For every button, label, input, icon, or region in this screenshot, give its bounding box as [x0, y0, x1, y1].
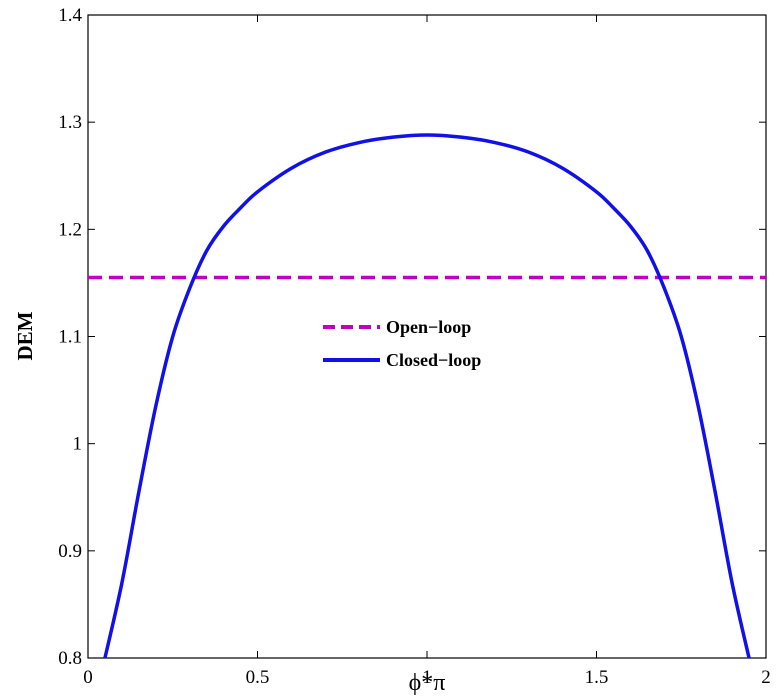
y-tick-label: 1 — [73, 434, 83, 455]
legend: Open−loop Closed−loop — [323, 317, 481, 370]
x-tick-label: 1 — [422, 667, 432, 688]
legend-label-closed-loop: Closed−loop — [386, 350, 481, 370]
y-tick-label: 1.3 — [58, 112, 82, 133]
y-tick-label: 1.2 — [58, 219, 82, 240]
legend-label-open-loop: Open−loop — [386, 317, 471, 337]
x-tick-label: 0 — [83, 667, 93, 688]
y-tick-label: 1.4 — [58, 5, 82, 26]
y-tick-label: 0.9 — [58, 541, 82, 562]
x-tick-label: 0.5 — [246, 667, 270, 688]
y-tick-label: 0.8 — [58, 648, 82, 669]
y-tick-label: 1.1 — [58, 327, 82, 348]
series-group — [88, 133, 766, 659]
plot-frame — [87, 14, 767, 659]
x-axis-label: ϕ*π — [409, 670, 446, 696]
y-axis-label: DEM — [13, 311, 37, 360]
x-tick-label: 2 — [761, 667, 771, 688]
series-line-closed-loop — [103, 133, 751, 659]
tick-group: 0 0.5 1 1.5 2 0.8 0.9 1 1.1 1.2 1.3 1.4 — [58, 5, 771, 688]
x-tick-label: 1.5 — [585, 667, 609, 688]
